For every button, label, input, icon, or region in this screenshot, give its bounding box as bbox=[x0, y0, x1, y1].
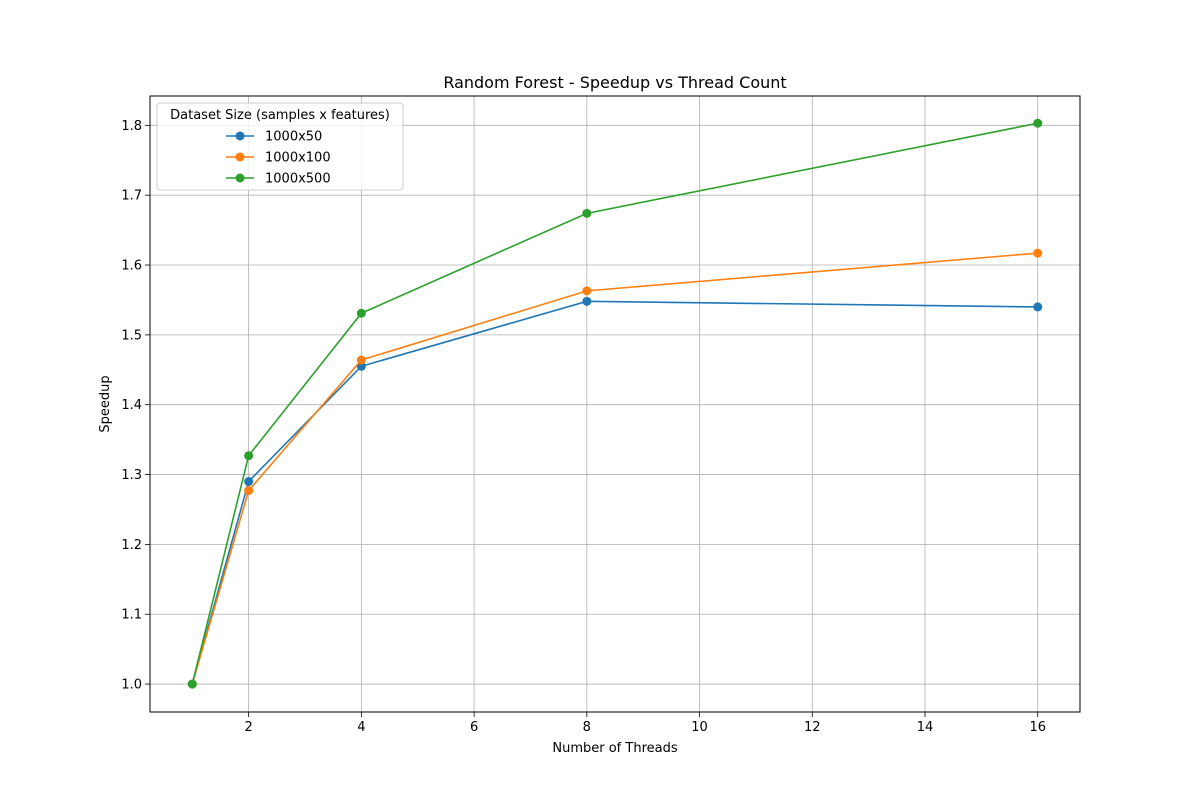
x-tick-label: 4 bbox=[357, 720, 365, 735]
legend-label: 1000x500 bbox=[265, 172, 331, 187]
data-point-1000x100 bbox=[582, 286, 592, 296]
chart-title: Random Forest - Speedup vs Thread Count bbox=[443, 73, 786, 92]
y-tick-label: 1.5 bbox=[121, 328, 142, 343]
x-tick-label: 2 bbox=[244, 720, 252, 735]
data-point-1000x100 bbox=[1033, 248, 1043, 258]
tick-layer: 2 4 6 8 10 12 14 16 1.0 1.1 1.2 1.3 1.4 1.5 1.6 1.7 1.8 bbox=[121, 119, 1046, 735]
legend-marker-1000x100 bbox=[235, 152, 245, 162]
data-point-1000x500 bbox=[582, 208, 592, 218]
legend-label: 1000x50 bbox=[265, 130, 322, 145]
data-point-1000x100 bbox=[356, 355, 366, 365]
y-tick-label: 1.2 bbox=[121, 538, 142, 553]
x-tick-label: 8 bbox=[583, 720, 591, 735]
x-tick-label: 10 bbox=[691, 720, 708, 735]
legend: Dataset Size (samples x features) 1000x5… bbox=[156, 102, 404, 191]
legend-label: 1000x100 bbox=[265, 151, 331, 166]
y-tick-label: 1.3 bbox=[121, 468, 142, 483]
y-tick-label: 1.6 bbox=[121, 259, 142, 274]
data-point-1000x500 bbox=[356, 308, 366, 318]
legend-entries: 1000x50 1000x100 1000x500 bbox=[226, 130, 331, 187]
y-tick-label: 1.0 bbox=[121, 678, 142, 693]
data-point-1000x50 bbox=[582, 296, 592, 306]
x-tick-label: 12 bbox=[804, 720, 821, 735]
data-point-1000x50 bbox=[1033, 302, 1043, 312]
plot-frame bbox=[149, 95, 1081, 713]
data-point-1000x500 bbox=[244, 451, 254, 461]
x-axis-title: Number of Threads bbox=[552, 741, 677, 756]
grid-layer bbox=[150, 96, 1080, 712]
y-tick-label: 1.8 bbox=[121, 119, 142, 134]
legend-marker-1000x500 bbox=[235, 173, 245, 183]
y-tick-label: 1.7 bbox=[121, 189, 142, 204]
legend-title: Dataset Size (samples x features) bbox=[170, 108, 390, 123]
y-tick-label: 1.4 bbox=[121, 398, 142, 413]
data-point-1000x50 bbox=[356, 361, 366, 371]
x-tick-label: 6 bbox=[470, 720, 478, 735]
data-point-1000x500 bbox=[1033, 118, 1043, 128]
x-tick-label: 16 bbox=[1029, 720, 1046, 735]
y-axis-title: Speedup bbox=[98, 375, 113, 432]
x-tick-label: 14 bbox=[917, 720, 934, 735]
legend-marker-1000x50 bbox=[235, 131, 245, 141]
data-point-1000x100 bbox=[244, 486, 254, 496]
legend-box bbox=[156, 102, 404, 191]
data-point-1000x50 bbox=[244, 477, 254, 487]
data-point-1000x500 bbox=[187, 679, 197, 689]
y-tick-label: 1.1 bbox=[121, 608, 142, 623]
series-layer bbox=[187, 118, 1043, 689]
